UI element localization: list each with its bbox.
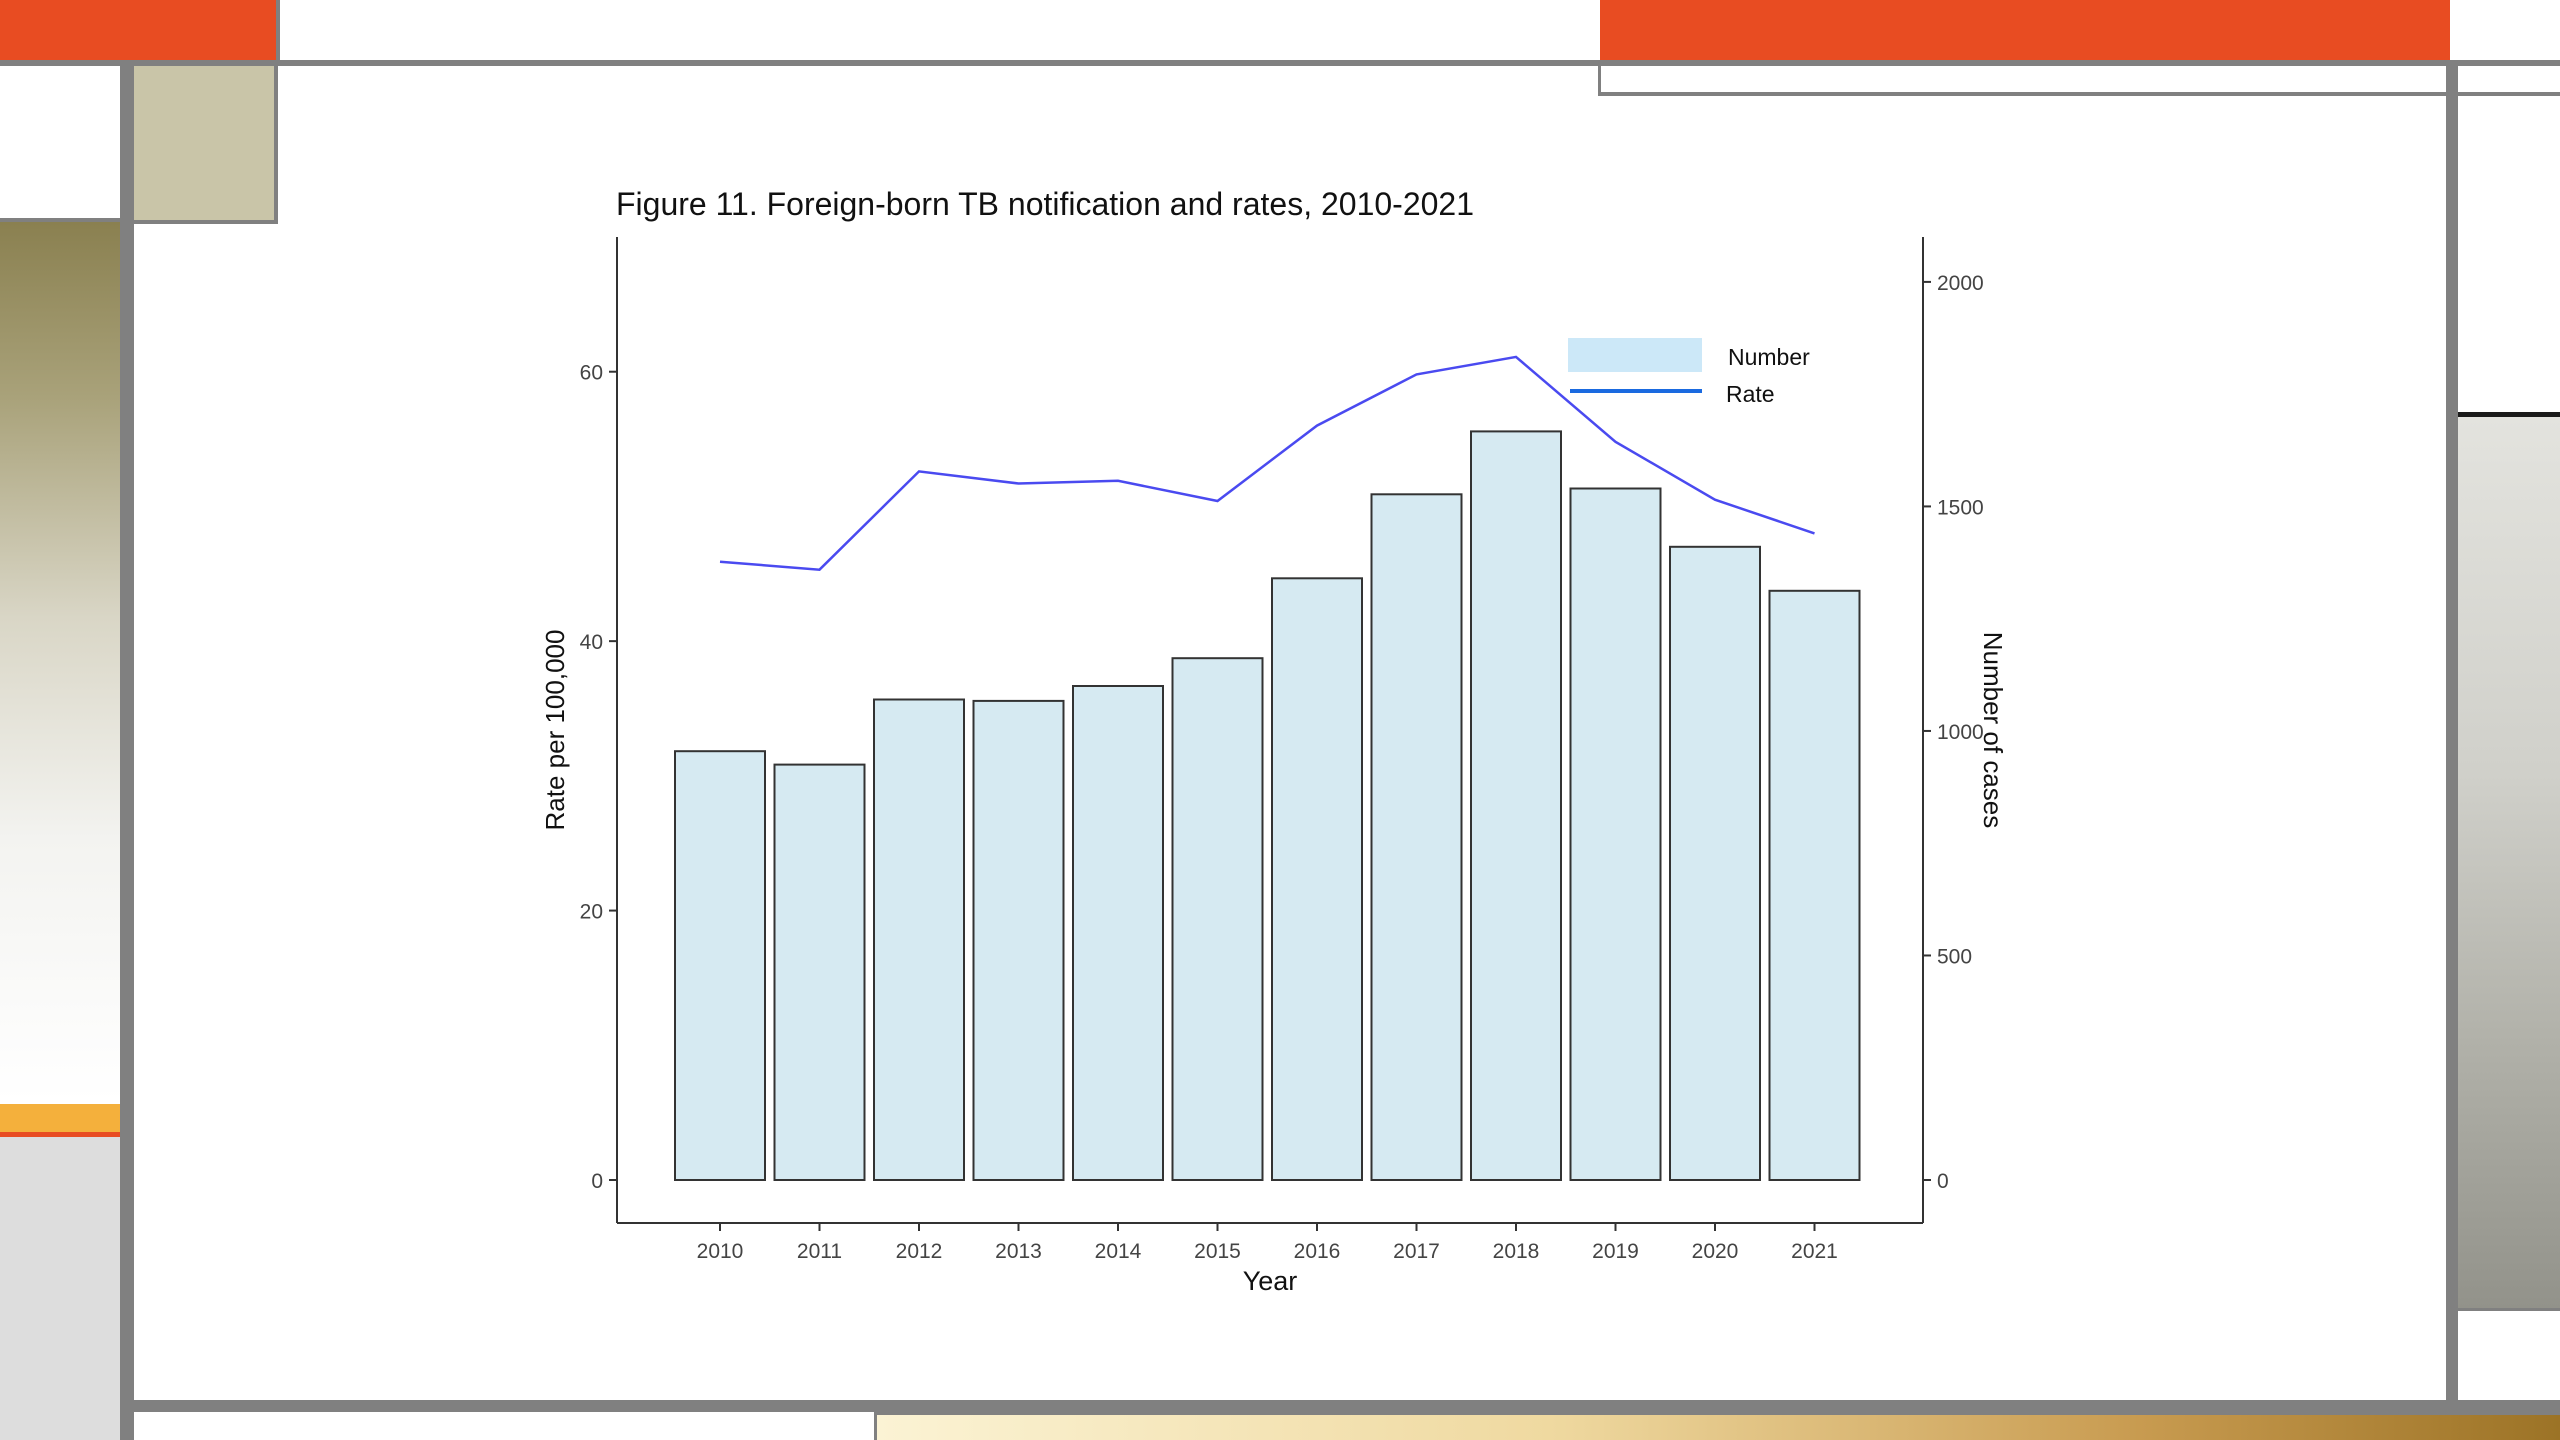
- x-tick-label: 2010: [697, 1240, 744, 1263]
- legend-rate-label: Rate: [1726, 381, 1775, 407]
- bar-2017: [1370, 493, 1463, 1181]
- bar-2018: [1470, 430, 1562, 1181]
- legend-number-label: Number: [1728, 344, 1810, 370]
- beige-square: [134, 66, 278, 224]
- bars-group: [674, 430, 1861, 1182]
- top-left-vline: [276, 0, 280, 66]
- left-gradient-panel: [0, 222, 120, 1102]
- bar-2020: [1669, 545, 1761, 1181]
- x-tick-label: 2014: [1095, 1240, 1142, 1263]
- bar-2012: [873, 698, 965, 1181]
- legend: Number Rate: [1568, 338, 1810, 407]
- x-tick-label: 2021: [1791, 1240, 1838, 1263]
- x-tick-label: 2020: [1692, 1240, 1739, 1263]
- right-panel-bottom-line: [2458, 1308, 2560, 1311]
- right-frame-line: [2446, 60, 2458, 1400]
- bar-2021: [1768, 589, 1861, 1181]
- left-ticks-group: 0 20 40 60: [580, 362, 617, 1193]
- y-tick-label: 20: [580, 901, 603, 924]
- bar-2014: [1072, 685, 1164, 1181]
- bottom-gradient-bar: [874, 1412, 2560, 1440]
- y-tick-label: 0: [591, 1170, 603, 1193]
- bar-2013: [972, 699, 1065, 1182]
- x-tick-label: 2017: [1393, 1240, 1440, 1263]
- left-divider-line: [0, 218, 124, 222]
- y2-tick-label: 0: [1937, 1170, 1949, 1193]
- bar-2015: [1171, 657, 1264, 1181]
- bar-2010: [674, 750, 766, 1181]
- x-tick-label: 2018: [1493, 1240, 1540, 1263]
- top-frame-line: [0, 60, 2560, 66]
- y2-tick-label: 1000: [1937, 721, 1984, 744]
- x-axis-label: Year: [1243, 1266, 1298, 1296]
- y-axis-label: Rate per 100,000: [540, 630, 570, 831]
- x-tick-label: 2013: [995, 1240, 1042, 1263]
- x-tick-label: 2011: [797, 1240, 842, 1263]
- bottom-frame-line: [134, 1400, 2560, 1412]
- left-gray-panel: [0, 1137, 120, 1440]
- y2-axis-label: Number of cases: [1978, 632, 2008, 829]
- chart-title: Figure 11. Foreign-born TB notification …: [616, 186, 1474, 222]
- right-black-line: [2458, 412, 2560, 417]
- bar-2016: [1271, 577, 1363, 1181]
- bar-2019: [1569, 487, 1662, 1181]
- top-right-thin-line: [1598, 92, 2560, 96]
- bar-2011: [773, 763, 866, 1181]
- y2-tick-label: 2000: [1937, 272, 1984, 295]
- x-tick-label: 2016: [1294, 1240, 1341, 1263]
- x-tick-label: 2015: [1194, 1240, 1241, 1263]
- x-tick-label: 2019: [1592, 1240, 1639, 1263]
- left-frame-line: [120, 60, 134, 1440]
- x-tick-label: 2012: [896, 1240, 943, 1263]
- left-red-line: [0, 1132, 120, 1137]
- y2-tick-label: 1500: [1937, 496, 1984, 519]
- rate-line: [719, 355, 1815, 571]
- top-left-orange-bar: [0, 0, 278, 60]
- y2-tick-label: 500: [1937, 945, 1972, 968]
- right-ticks-group: 0 500 1000 1500 2000: [1923, 272, 1984, 1193]
- y-tick-label: 60: [580, 362, 603, 385]
- legend-number-swatch: [1568, 338, 1702, 372]
- top-right-thin-vline: [1598, 60, 1601, 96]
- x-ticks-group: 2010 2011 2012 2013 2014 2015 2016 2017 2018 2019…: [697, 1223, 1838, 1263]
- right-gradient-panel: [2458, 417, 2560, 1310]
- top-right-orange-bar: [1600, 0, 2450, 60]
- y-tick-label: 40: [580, 631, 603, 654]
- left-orange-accent: [0, 1104, 120, 1132]
